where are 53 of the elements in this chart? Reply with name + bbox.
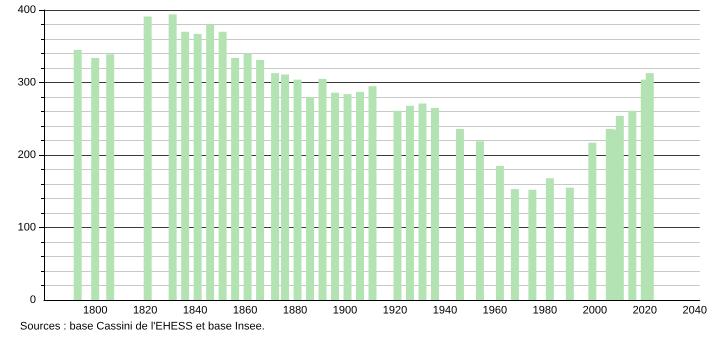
bar	[306, 97, 314, 300]
x-tick-label: 2020	[632, 304, 658, 316]
x-tick-label: 1940	[432, 304, 458, 316]
bar	[430, 108, 439, 300]
y-tick-label: 100	[18, 222, 36, 234]
bar	[168, 14, 177, 300]
x-tick-label: 1840	[182, 304, 208, 316]
bar	[194, 34, 202, 300]
bar	[181, 32, 190, 300]
bar	[344, 94, 352, 300]
bar	[418, 104, 426, 300]
x-tick-label: 1980	[532, 304, 558, 316]
x-tick-label: 1820	[132, 304, 158, 316]
bar	[356, 92, 364, 300]
x-tick-label: 1960	[482, 304, 508, 316]
x-tick-label: 2000	[582, 304, 608, 316]
bar	[144, 16, 152, 300]
bar	[281, 74, 290, 300]
x-tick-label: 1900	[332, 304, 358, 316]
bar	[206, 24, 214, 300]
x-tick-label: 1860	[232, 304, 258, 316]
y-tick-label: 200	[18, 149, 36, 161]
bar	[331, 92, 340, 300]
bar	[256, 60, 264, 300]
bar	[244, 54, 252, 300]
bar	[218, 32, 227, 300]
bar	[393, 110, 402, 300]
bar	[456, 128, 464, 300]
source-note: Sources : base Cassini de l'EHESS et base Insee.	[20, 320, 265, 332]
bar	[74, 50, 82, 300]
bar	[368, 86, 377, 300]
bar	[406, 106, 414, 300]
x-tick-label: 1880	[282, 304, 308, 316]
x-tick-label: 1800	[82, 304, 108, 316]
bar	[566, 188, 574, 300]
bar	[588, 142, 596, 300]
y-tick-label: 0	[30, 294, 36, 306]
bar	[106, 54, 114, 300]
bar	[318, 78, 327, 300]
bar	[528, 190, 536, 300]
bar	[294, 80, 302, 300]
bar	[271, 73, 280, 300]
x-tick-label: 2040	[682, 304, 708, 316]
bar	[231, 58, 240, 300]
bar	[628, 110, 636, 300]
y-tick-label: 300	[18, 76, 36, 88]
bar	[546, 178, 554, 300]
bar	[510, 189, 519, 300]
x-tick-label: 1920	[382, 304, 408, 316]
bar	[496, 166, 504, 300]
bar	[476, 141, 484, 300]
y-tick-label: 400	[18, 4, 36, 16]
bar	[91, 58, 100, 300]
